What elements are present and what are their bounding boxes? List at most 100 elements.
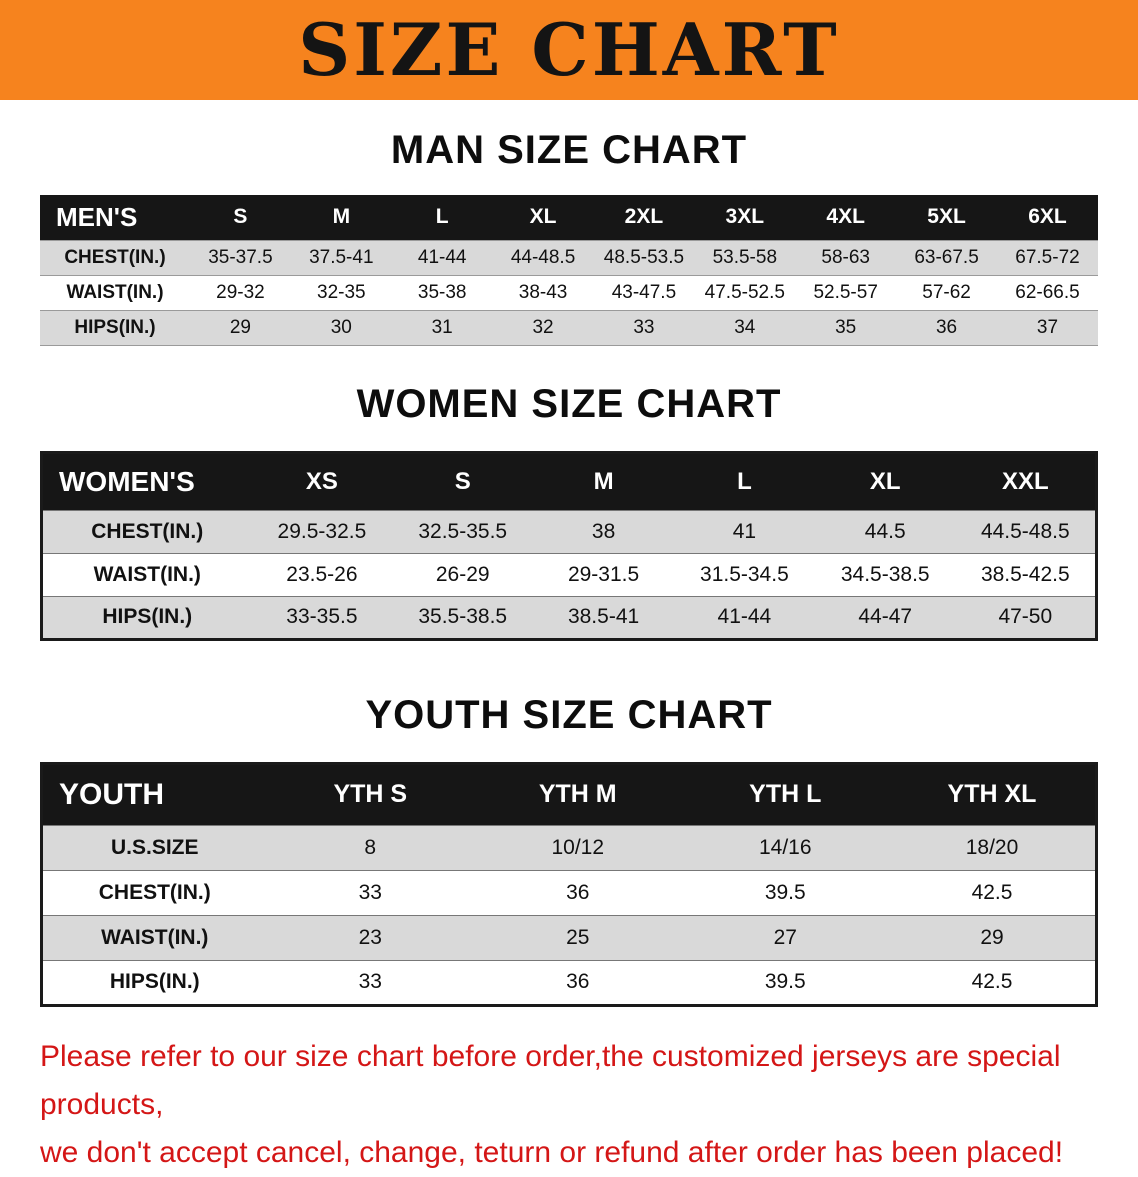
size-column-header: YTH L: [681, 763, 889, 825]
size-value-cell: 26-29: [392, 552, 534, 596]
size-value-cell: 67.5-72: [997, 239, 1098, 275]
size-value-cell: 48.5-53.5: [593, 239, 695, 275]
size-value-cell: 41: [673, 509, 815, 553]
size-value-cell: 57-62: [896, 274, 997, 310]
size-value-cell: 23: [266, 914, 474, 960]
size-value-cell: 32.5-35.5: [392, 509, 534, 553]
size-column-header: 4XL: [795, 195, 897, 240]
table-corner-label: MEN'S: [40, 195, 190, 240]
size-value-cell: 53.5-58: [694, 239, 796, 275]
measurement-row-label: WAIST(IN.): [41, 914, 267, 960]
size-column-header: L: [673, 452, 815, 510]
size-column-header: S: [392, 452, 534, 510]
size-value-cell: 33: [266, 869, 474, 915]
youth-size-section: YOUTH SIZE CHART YOUTH YTH S YTH M YTH L YTH…: [0, 693, 1138, 1007]
size-value-cell: 29: [190, 309, 291, 346]
measurement-row: WAIST(IN.) 23.5-26 26-29 29-31.5 31.5-34.5 34…: [41, 552, 1097, 596]
size-value-cell: 29.5-32.5: [251, 509, 393, 553]
size-value-cell: 52.5-57: [795, 274, 897, 310]
size-column-header: XXL: [955, 452, 1097, 510]
size-header-row: YOUTH YTH S YTH M YTH L YTH XL: [41, 763, 1097, 825]
table-corner-label: YOUTH: [41, 763, 267, 825]
size-value-cell: 47-50: [955, 595, 1097, 639]
size-value-cell: 36: [474, 959, 682, 1005]
disclaimer-line-1: Please refer to our size chart before or…: [40, 1039, 1061, 1121]
size-value-cell: 29-31.5: [533, 552, 674, 596]
size-column-header: M: [290, 195, 392, 240]
size-value-cell: 42.5: [889, 959, 1097, 1005]
measurement-row: CHEST(IN.) 29.5-32.5 32.5-35.5 38 41 44.5 44.5…: [41, 509, 1097, 553]
size-value-cell: 37.5-41: [290, 239, 392, 275]
size-column-header: XS: [251, 452, 393, 510]
disclaimer-line-2: we don't accept cancel, change, teturn o…: [40, 1135, 1064, 1169]
measurement-row-label: WAIST(IN.): [41, 552, 252, 596]
measurement-row-label: U.S.SIZE: [41, 824, 267, 870]
size-header-row: MEN'S S M L XL 2XL 3XL 4XL 5XL 6XL: [40, 195, 1098, 240]
size-column-header: M: [533, 452, 674, 510]
size-value-cell: 39.5: [681, 869, 889, 915]
measurement-row: CHEST(IN.) 35-37.5 37.5-41 41-44 44-48.5 48.5…: [40, 239, 1098, 275]
size-value-cell: 32-35: [290, 274, 392, 310]
measurement-row-label: HIPS(IN.): [41, 595, 252, 639]
size-column-header: L: [391, 195, 493, 240]
size-value-cell: 62-66.5: [997, 274, 1098, 310]
size-value-cell: 33-35.5: [251, 595, 393, 639]
women-section-heading: WOMEN SIZE CHART: [356, 381, 782, 426]
size-value-cell: 43-47.5: [593, 274, 695, 310]
measurement-row: U.S.SIZE 8 10/12 14/16 18/20: [41, 824, 1097, 870]
size-value-cell: 38-43: [492, 274, 594, 310]
size-value-cell: 31: [391, 309, 493, 346]
size-column-header: XL: [814, 452, 956, 510]
youth-size-table: YOUTH YTH S YTH M YTH L YTH XL U.S.SIZE 8 10/12…: [40, 761, 1098, 1007]
size-value-cell: 18/20: [889, 824, 1097, 870]
men-size-table: MEN'S S M L XL 2XL 3XL 4XL 5XL 6XL CHEST(IN.) 35-37…: [40, 195, 1098, 346]
size-chart-banner: SIZE CHART: [0, 0, 1138, 100]
size-value-cell: 41-44: [673, 595, 815, 639]
size-column-header: XL: [492, 195, 594, 240]
measurement-row: HIPS(IN.) 33-35.5 35.5-38.5 38.5-41 41-44 44-…: [41, 595, 1097, 639]
size-value-cell: 35-38: [391, 274, 493, 310]
size-value-cell: 14/16: [681, 824, 889, 870]
size-value-cell: 25: [474, 914, 682, 960]
youth-section-heading: YOUTH SIZE CHART: [365, 692, 773, 737]
size-value-cell: 38.5-42.5: [955, 552, 1097, 596]
size-value-cell: 33: [593, 309, 695, 346]
women-size-table: WOMEN'S XS S M L XL XXL CHEST(IN.) 29.5-32.5 32.5…: [40, 450, 1098, 641]
size-value-cell: 31.5-34.5: [673, 552, 815, 596]
size-header-row: WOMEN'S XS S M L XL XXL: [41, 452, 1097, 510]
size-value-cell: 38.5-41: [533, 595, 674, 639]
size-value-cell: 33: [266, 959, 474, 1005]
measurement-row-label: CHEST(IN.): [41, 509, 252, 553]
size-column-header: YTH M: [474, 763, 682, 825]
size-value-cell: 29-32: [190, 274, 291, 310]
measurement-row-label: CHEST(IN.): [41, 869, 267, 915]
banner-title: SIZE CHART: [298, 7, 840, 92]
size-value-cell: 39.5: [681, 959, 889, 1005]
measurement-row-label: CHEST(IN.): [40, 239, 190, 275]
size-value-cell: 35: [795, 309, 897, 346]
size-value-cell: 38: [533, 509, 674, 553]
size-value-cell: 36: [474, 869, 682, 915]
size-value-cell: 44.5-48.5: [955, 509, 1097, 553]
size-value-cell: 29: [889, 914, 1097, 960]
order-disclaimer: Please refer to our size chart before or…: [40, 1033, 1138, 1177]
size-value-cell: 42.5: [889, 869, 1097, 915]
size-column-header: S: [190, 195, 291, 240]
measurement-row-label: HIPS(IN.): [41, 959, 267, 1005]
size-column-header: YTH S: [266, 763, 474, 825]
men-size-section: MAN SIZE CHART MEN'S S M L XL 2XL 3XL 4XL 5XL 6XL…: [0, 128, 1138, 346]
size-value-cell: 63-67.5: [896, 239, 997, 275]
size-value-cell: 10/12: [474, 824, 682, 870]
size-column-header: 5XL: [896, 195, 997, 240]
size-value-cell: 32: [492, 309, 594, 346]
size-value-cell: 36: [896, 309, 997, 346]
size-column-header: YTH XL: [889, 763, 1097, 825]
table-corner-label: WOMEN'S: [41, 452, 252, 510]
size-value-cell: 34: [694, 309, 796, 346]
size-value-cell: 30: [290, 309, 392, 346]
measurement-row-label: WAIST(IN.): [40, 274, 190, 310]
measurement-row: HIPS(IN.) 33 36 39.5 42.5: [41, 959, 1097, 1005]
men-section-heading: MAN SIZE CHART: [390, 128, 748, 172]
size-value-cell: 44-48.5: [492, 239, 594, 275]
size-value-cell: 27: [681, 914, 889, 960]
